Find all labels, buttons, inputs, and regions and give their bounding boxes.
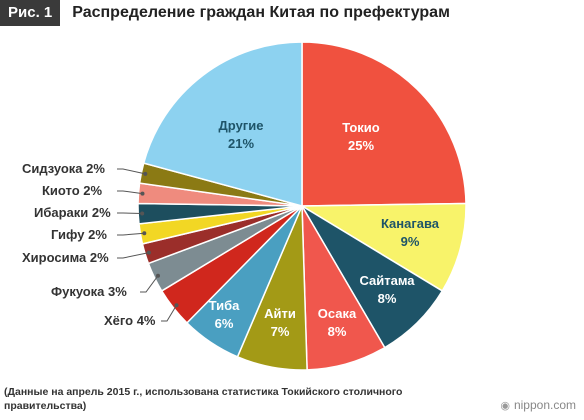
figure-badge: Рис. 1 — [0, 0, 61, 26]
slice-percent-13: 21% — [228, 136, 254, 151]
leader-dot-12 — [143, 171, 148, 176]
slice-label-0: Токио — [342, 120, 380, 135]
credit: ◉ nippon.com — [500, 398, 576, 412]
slice-percent-0: 25% — [348, 138, 374, 153]
slice-label-5: Тиба — [209, 298, 240, 313]
leader-line-11 — [117, 190, 143, 195]
leader-dot-9 — [142, 231, 147, 236]
slice-label-6: Хёго 4% — [104, 313, 156, 328]
pie-slice-0 — [301, 41, 467, 207]
pie-slices — [137, 41, 467, 371]
slice-percent-4: 7% — [271, 324, 290, 339]
slice-label-1: Канагава — [381, 216, 440, 231]
leader-dot-6 — [174, 303, 179, 308]
leader-dot-7 — [156, 273, 160, 278]
pie-slice-13 — [142, 41, 303, 207]
slice-label-13: Другие — [219, 118, 264, 133]
leader-line-9 — [117, 232, 145, 236]
leader-line-7 — [140, 275, 159, 293]
slice-label-7: Фукуока 3% — [51, 284, 127, 299]
nippon-logo-icon: ◉ — [500, 399, 510, 412]
slice-label-2: Сайтама — [359, 273, 415, 288]
leader-line-6 — [161, 304, 177, 322]
slice-label-11: Киото 2% — [42, 183, 103, 198]
slice-label-3: Осака — [318, 306, 357, 321]
leader-line-8 — [117, 252, 150, 259]
chart-title: Распределение граждан Китая по префектур… — [72, 4, 450, 21]
leader-dot-11 — [140, 191, 145, 196]
slice-label-12: Сидзуока 2% — [22, 161, 105, 176]
leader-dot-8 — [146, 250, 151, 255]
slice-percent-2: 8% — [378, 291, 397, 306]
slice-label-8: Хиросима 2% — [22, 250, 109, 265]
slice-percent-3: 8% — [328, 324, 347, 339]
figure-header: Рис. 1 Распределение граждан Китая по пр… — [0, 0, 450, 26]
leader-line-10 — [117, 212, 143, 214]
slice-percent-5: 6% — [215, 316, 234, 331]
leader-line-12 — [117, 168, 146, 175]
slice-label-10: Ибараки 2% — [34, 205, 111, 220]
slice-percent-1: 9% — [401, 234, 420, 249]
credit-text: nippon.com — [513, 398, 576, 412]
slice-label-9: Гифу 2% — [51, 227, 107, 242]
leader-dot-10 — [140, 211, 145, 216]
pie-slice-1 — [299, 202, 467, 292]
source-note: (Данные на апрель 2015 г., использована … — [4, 386, 403, 412]
slice-label-4: Айти — [264, 306, 296, 321]
